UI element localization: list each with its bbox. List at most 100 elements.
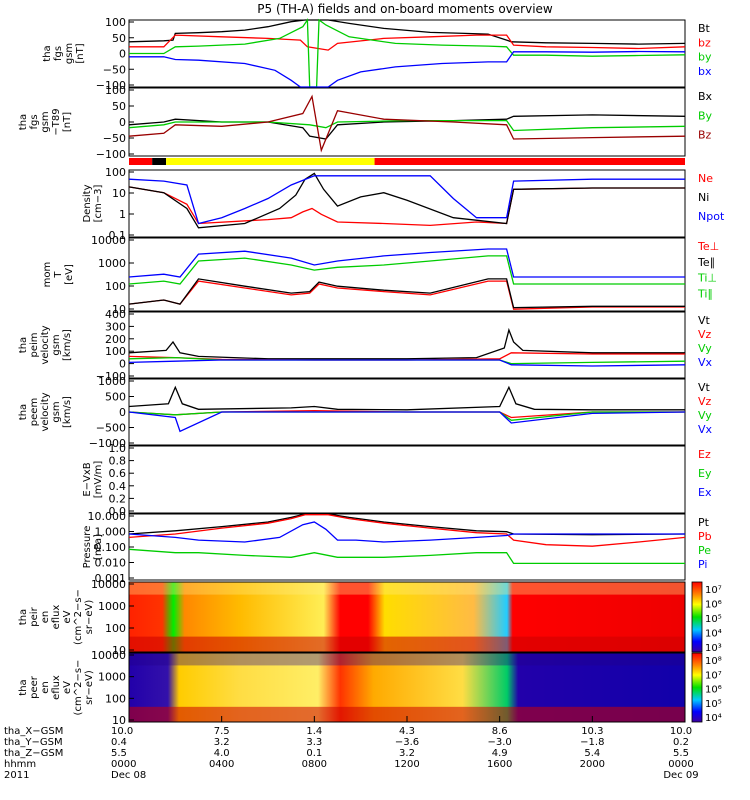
series-line-ti bbox=[128, 248, 685, 278]
legend-entry: Ti∥ bbox=[697, 287, 713, 300]
y-tick-label: −1000 bbox=[89, 437, 126, 450]
x-tick-label-hhmm: 2000 bbox=[580, 759, 605, 770]
y-tick-label: 10 bbox=[112, 714, 126, 727]
x-tick-label-hhmm: 0000 bbox=[111, 759, 136, 770]
y-axis-label: eflux bbox=[51, 605, 62, 630]
x-tick-label-y_gsm: 0.2 bbox=[673, 737, 689, 748]
y-axis-label: en bbox=[40, 681, 51, 694]
y-axis-label: velocity bbox=[40, 325, 51, 364]
y-axis-label: peem bbox=[29, 398, 40, 426]
y-tick-label: 10000 bbox=[91, 234, 126, 247]
y-axis-label: tha bbox=[18, 404, 29, 420]
y-axis-label: [mV/m] bbox=[93, 461, 104, 499]
y-axis-label: gsm bbox=[51, 334, 62, 355]
y-tick-label: 10 bbox=[112, 303, 126, 316]
panel-fgs_gsm_t89: 100 50 0 −50 −100 tha fgs gsm −T89 [nT] Bx By Bz bbox=[18, 84, 713, 161]
x-tick-label-y_gsm: 3.2 bbox=[214, 737, 230, 748]
y-tick-label: −50 bbox=[103, 63, 126, 76]
y-tick-label: 400 bbox=[105, 308, 126, 321]
series-line-pi bbox=[128, 521, 685, 543]
y-tick-label: 10 bbox=[112, 644, 126, 657]
y-tick-label: 100 bbox=[105, 622, 126, 635]
y-axis-label: eV bbox=[62, 610, 73, 623]
legend-entry: Pb bbox=[698, 530, 712, 543]
legend-entry: bz bbox=[698, 36, 711, 49]
series-line-te bbox=[128, 280, 685, 310]
x-tick-label-y_gsm: −3.6 bbox=[395, 737, 419, 748]
spectrogram-low-energy-band bbox=[129, 706, 685, 722]
mode-bar bbox=[129, 158, 685, 165]
series-line-ti bbox=[128, 255, 685, 285]
series-line-pt bbox=[128, 513, 686, 536]
colorbar bbox=[691, 581, 703, 653]
y-axis-label: tha bbox=[18, 679, 29, 695]
series-line-npot bbox=[128, 175, 685, 225]
y-tick-label: −100 bbox=[96, 79, 126, 92]
y-axis-label: peir bbox=[29, 606, 40, 626]
y-axis-label: [nT] bbox=[75, 43, 86, 63]
panel-temperature: 10000 1000 100 10 mom T [eV] Te⊥ Te∥ Ti⊥ Ti∥ bbox=[42, 234, 719, 316]
y-axis-label: (cm^2−s− bbox=[73, 589, 84, 645]
colorbar-tick-label: 10⁴ bbox=[705, 713, 722, 724]
y-axis-label: T bbox=[53, 271, 64, 279]
y-axis-label: gsm bbox=[51, 401, 62, 422]
y-tick-label: 1000 bbox=[98, 671, 126, 684]
colorbar-tick-label: 10⁶ bbox=[705, 685, 722, 696]
series-line-bz bbox=[129, 34, 686, 51]
colorbar-tick-label: 10⁷ bbox=[705, 585, 722, 596]
panel-peir_flux: 10⁷ 10⁶ 10⁵ 10⁴ 10³ 10000 1000 100 10 tha peir en ef… bbox=[18, 578, 722, 657]
legend-entry: Bt bbox=[698, 22, 711, 35]
y-axis-label: peer bbox=[29, 675, 40, 699]
panel-frame bbox=[128, 445, 686, 514]
legend-entry: Ti⊥ bbox=[697, 272, 717, 285]
x-tick-label-z_gsm: 5.5 bbox=[673, 748, 689, 759]
y-tick-label: 1000 bbox=[98, 257, 126, 270]
y-axis-label: peim bbox=[29, 332, 40, 357]
colorbar-tick-label: 10⁶ bbox=[705, 600, 722, 611]
panel-frame bbox=[128, 311, 686, 379]
y-tick-label: 100 bbox=[105, 16, 126, 29]
panel-e_vxb: 1.00.80.60.40.20.0 E−VxB [mV/m] Ez Ey Ex bbox=[82, 442, 712, 518]
y-tick-label: 10000 bbox=[91, 578, 126, 591]
y-axis-label: (cm^2−s− bbox=[73, 660, 84, 716]
y-tick-label: 0.8 bbox=[109, 455, 127, 468]
spectrogram-high-energy-band bbox=[129, 582, 685, 595]
y-axis-label: E−VxB bbox=[82, 462, 93, 496]
panel-frame bbox=[128, 237, 686, 312]
legend-entry: Te∥ bbox=[697, 256, 715, 269]
legend-entry: Te⊥ bbox=[697, 240, 719, 253]
y-axis-label: [cm−3] bbox=[93, 185, 104, 223]
y-tick-label: 0.001 bbox=[95, 572, 127, 585]
mode-bar-segment-1 bbox=[152, 158, 167, 165]
y-tick-label: 1 bbox=[119, 208, 126, 221]
series-line-vx bbox=[128, 411, 686, 433]
colorbar-tick-label: 10⁵ bbox=[705, 699, 722, 710]
colorbar-tick-label: 10⁷ bbox=[705, 670, 722, 681]
x-tick-label-date: Dec 08 bbox=[111, 770, 146, 781]
y-tick-label: 0.100 bbox=[95, 541, 127, 554]
y-tick-label: 10000 bbox=[91, 649, 126, 662]
legend-entry: Pe bbox=[698, 544, 711, 557]
x-tick-label-date: Dec 09 bbox=[663, 770, 698, 781]
x-tick-label-hhmm: 0000 bbox=[668, 759, 693, 770]
series-line-vt bbox=[128, 327, 685, 360]
x-axis-row-label: tha_Y−GSM bbox=[4, 737, 63, 748]
series-line-pe bbox=[128, 548, 685, 565]
x-tick-label-x_gsm: 10.3 bbox=[581, 726, 603, 737]
y-axis-label: tha bbox=[18, 609, 29, 625]
y-tick-label: 1.000 bbox=[95, 526, 127, 539]
legend-entry: Bz bbox=[698, 129, 712, 142]
x-tick-label-z_gsm: 5.5 bbox=[111, 748, 127, 759]
y-axis-label: −T89 bbox=[51, 108, 62, 135]
y-axis-label: [eV] bbox=[64, 264, 75, 285]
x-axis-row-label: hhmm bbox=[4, 759, 36, 770]
colorbar-tick-label: 10³ bbox=[705, 643, 722, 654]
x-tick-label-y_gsm: 3.3 bbox=[306, 737, 322, 748]
x-tick-label-hhmm: 0800 bbox=[302, 759, 327, 770]
panel-peer_flux: 10⁸ 10⁷ 10⁶ 10⁵ 10⁴ 10000 1000 100 10 tha peer en ef… bbox=[18, 649, 722, 727]
legend-entry: Vy bbox=[698, 342, 712, 355]
x-tick-label-y_gsm: −3.0 bbox=[488, 737, 512, 748]
legend-entry: Ez bbox=[698, 448, 711, 461]
